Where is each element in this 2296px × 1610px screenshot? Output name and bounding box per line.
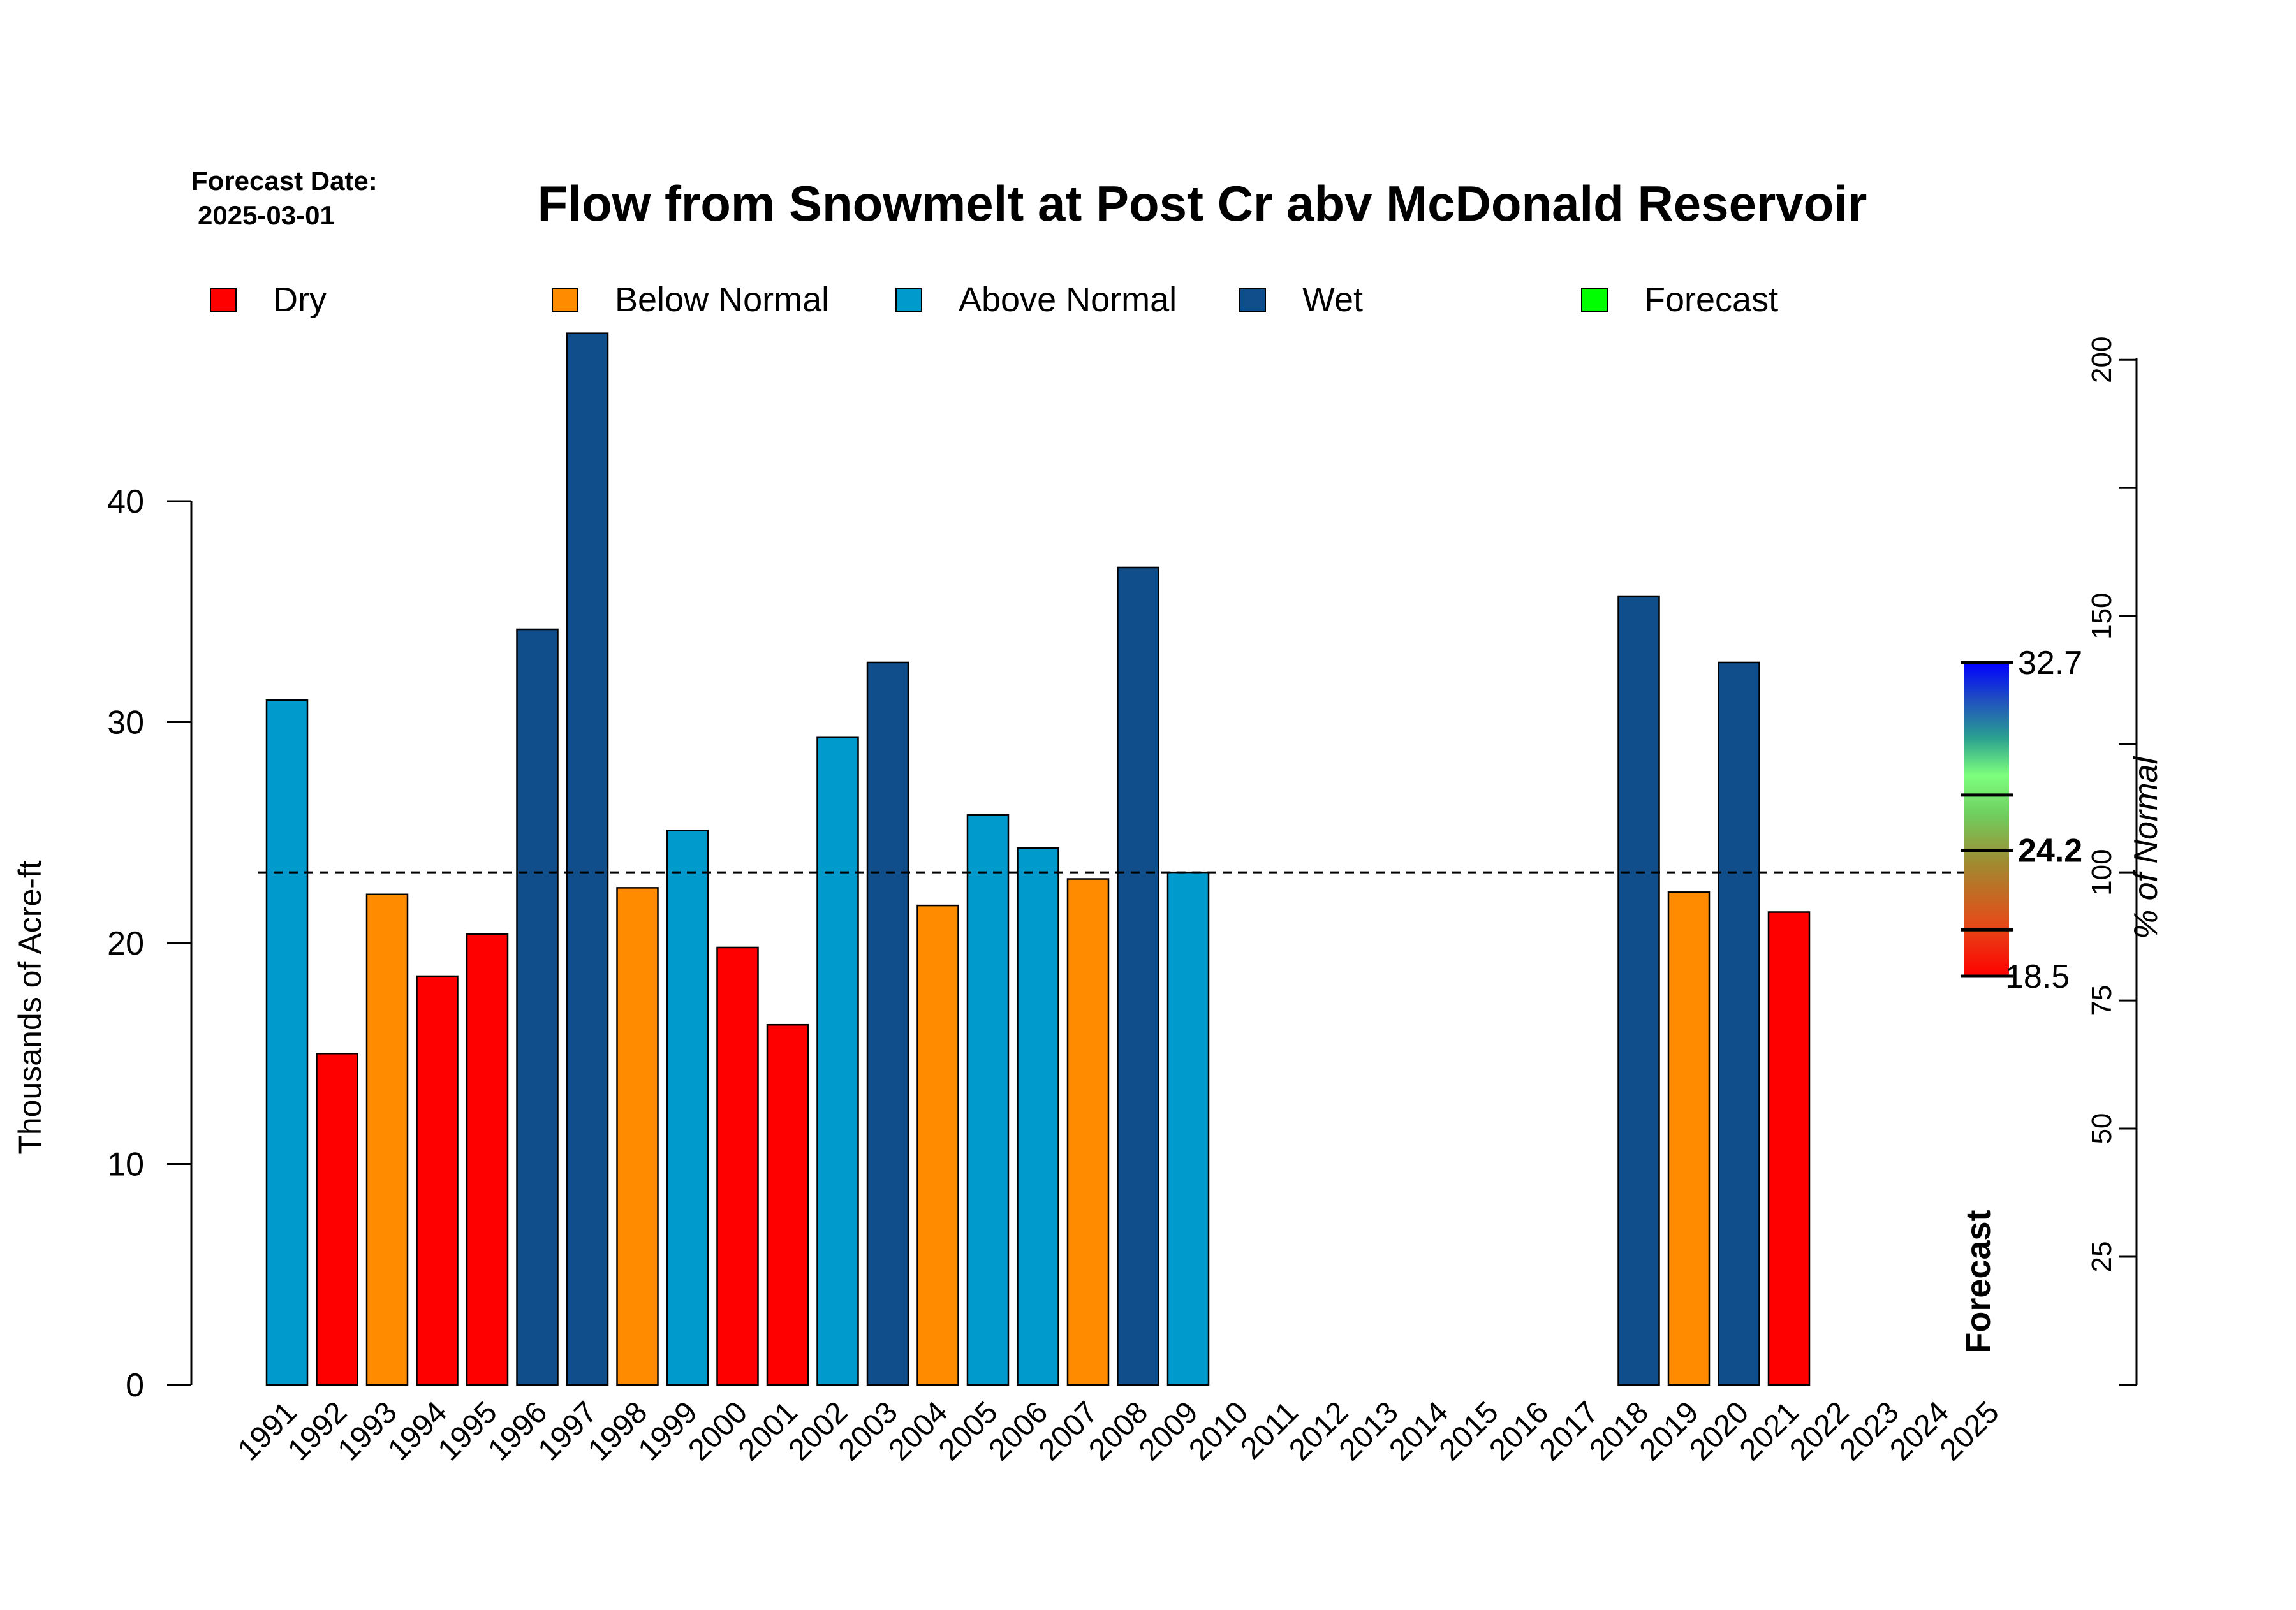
x-tick-label: 1992 (281, 1395, 353, 1467)
y2-tick-label: 100 (2086, 849, 2117, 895)
x-tick-label: 2002 (782, 1395, 854, 1467)
x-tick-label: 1995 (432, 1395, 504, 1467)
x-tick-label: 2020 (1683, 1395, 1755, 1467)
y-axis-right: 25 50 75 100 150 200 (2086, 337, 2138, 1386)
x-tick-label: 2015 (1433, 1395, 1505, 1467)
legend: Dry Below Normal Above Normal Wet Forecast (210, 281, 1778, 319)
x-tick-label: 2004 (882, 1395, 954, 1467)
x-tick-label: 2007 (1033, 1395, 1105, 1467)
x-tick-label: 2016 (1483, 1395, 1555, 1467)
bar-1992 (316, 1053, 358, 1386)
bar-2003 (866, 661, 909, 1386)
bar-2005 (966, 814, 1010, 1386)
legend-label: Above Normal (959, 281, 1177, 319)
x-tick-label: 2024 (1883, 1395, 1955, 1467)
bar-2007 (1066, 878, 1110, 1386)
bar-2001 (766, 1023, 809, 1386)
x-tick-label: 2008 (1082, 1395, 1154, 1467)
x-tick-label: 1993 (332, 1395, 404, 1467)
x-tick-label: 1994 (381, 1395, 453, 1467)
x-tick-label: 2014 (1383, 1395, 1455, 1467)
y2-tick-label: 200 (2086, 337, 2117, 383)
bar-2020 (1718, 661, 1760, 1386)
x-tick-label: 1998 (582, 1395, 654, 1467)
bar-2002 (816, 736, 859, 1386)
legend-swatch (1239, 288, 1266, 312)
legend-label: Wet (1302, 281, 1363, 319)
x-tick-label: 2018 (1583, 1395, 1655, 1467)
x-tick-label: 2022 (1783, 1395, 1855, 1467)
forecast-date-label: Forecast Date: (191, 166, 378, 196)
y-axis-label: Thousands of Acre-ft (12, 860, 48, 1154)
forecast-gradient-bar (1964, 662, 2009, 976)
x-tick-label: 1997 (532, 1395, 604, 1467)
legend-label: Dry (273, 281, 327, 319)
x-tick-label: 2013 (1333, 1395, 1405, 1467)
legend-swatch (895, 288, 922, 312)
y-tick-label: 20 (107, 925, 144, 962)
x-axis: 1991199219931994199519961997199819992000… (232, 1395, 2006, 1467)
bars (265, 332, 1811, 1386)
x-tick-label: 1999 (632, 1395, 704, 1467)
bar-1993 (365, 893, 409, 1386)
bar-1997 (566, 332, 609, 1386)
forecast-max-label: 32.7 (2018, 645, 2082, 682)
x-tick-label: 1996 (482, 1395, 554, 1467)
legend-label: Forecast (1644, 281, 1778, 319)
x-tick-label: 2019 (1633, 1395, 1705, 1467)
bar-1999 (666, 830, 709, 1386)
forecast-vertical-label: Forecast (1959, 1210, 1998, 1353)
legend-label: Below Normal (615, 281, 829, 319)
y-tick-label: 40 (107, 483, 144, 520)
x-tick-label: 2012 (1283, 1395, 1355, 1467)
x-tick-label: 2025 (1934, 1395, 2006, 1467)
y-tick-label: 10 (107, 1146, 144, 1183)
y-axis-left: 0 10 20 30 40 (107, 483, 193, 1404)
bar-1994 (416, 975, 459, 1386)
x-tick-label: 2021 (1733, 1395, 1806, 1467)
x-tick-label: 2000 (682, 1395, 754, 1467)
forecast-date-value: 2025-03-01 (198, 200, 335, 230)
y-tick-label: 0 (126, 1367, 144, 1404)
x-tick-label: 2001 (732, 1395, 804, 1467)
bar-2019 (1667, 891, 1711, 1386)
x-tick-label: 2006 (982, 1395, 1054, 1467)
bar-2000 (716, 946, 759, 1386)
bar-2006 (1017, 847, 1059, 1386)
forecast-min-label: 18.5 (2005, 958, 2070, 995)
forecast-range-gauge: 32.7 24.2 18.5 (1961, 645, 2082, 995)
bar-1996 (516, 628, 559, 1386)
bar-1995 (466, 933, 509, 1386)
bar-2009 (1166, 871, 1210, 1386)
y2-axis-label: % of Normal (2128, 756, 2165, 940)
y2-tick-label: 25 (2086, 1241, 2117, 1273)
x-tick-label: 2023 (1834, 1395, 1906, 1467)
y2-tick-label: 50 (2086, 1113, 2117, 1145)
x-tick-label: 2005 (932, 1395, 1004, 1467)
bar-2021 (1767, 911, 1811, 1386)
bar-1998 (616, 887, 659, 1386)
bar-1991 (265, 699, 309, 1386)
chart-title: Flow from Snowmelt at Post Cr abv McDona… (538, 175, 1867, 231)
legend-swatch (210, 288, 237, 312)
bar-2004 (916, 904, 959, 1386)
x-tick-label: 2003 (832, 1395, 904, 1467)
bar-2018 (1617, 595, 1660, 1386)
x-tick-label: 2009 (1133, 1395, 1205, 1467)
y2-tick-label: 150 (2086, 592, 2117, 639)
forecast-median-label: 24.2 (2018, 832, 2082, 869)
x-tick-label: 2017 (1533, 1395, 1605, 1467)
bar-2008 (1117, 566, 1159, 1386)
y2-tick-label: 75 (2086, 985, 2117, 1016)
legend-swatch (1581, 288, 1608, 312)
legend-swatch (552, 288, 578, 312)
x-tick-label: 2010 (1182, 1395, 1255, 1467)
x-tick-label: 1991 (232, 1395, 304, 1467)
y-tick-label: 30 (107, 705, 144, 742)
